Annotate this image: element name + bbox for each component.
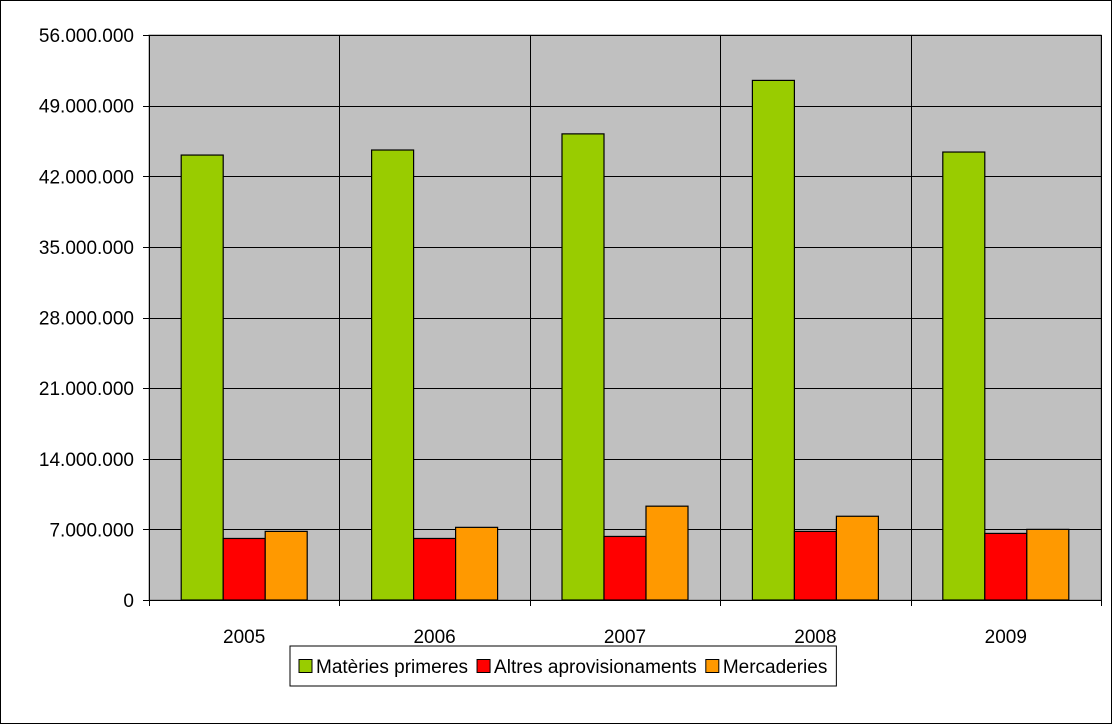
bar-altres-aprovisionaments-2008 xyxy=(793,530,838,601)
bar-altres-aprovisionaments-2006 xyxy=(413,537,457,601)
x-tick-labels: 2005 2006 2007 2008 2009 xyxy=(223,627,1027,648)
bar-altres-aprovisionaments-2005 xyxy=(222,537,266,601)
y-tick-label: 0 xyxy=(123,591,134,612)
legend: Matèries primeres Altres aprovisionaments… xyxy=(289,645,837,687)
bar-matèries-primeres-2008 xyxy=(751,79,796,601)
legend-label: Altres aprovisionaments xyxy=(494,657,697,678)
x-tick-label: 2008 xyxy=(794,627,836,648)
y-tick-label: 28.000.000 xyxy=(39,309,134,330)
legend-label: Mercaderies xyxy=(723,657,828,678)
legend-swatch xyxy=(298,659,313,673)
legend-swatch xyxy=(705,659,720,673)
bar-altres-aprovisionaments-2007 xyxy=(603,535,647,601)
y-tick-labels: 0 7.000.000 14.000.000 21.000.000 28.000.000… xyxy=(39,26,134,612)
y-tick-label: 56.000.000 xyxy=(39,26,134,47)
bar-mercaderies-2008 xyxy=(835,515,880,601)
x-tick-label: 2007 xyxy=(604,627,646,648)
bar-matèries-primeres-2006 xyxy=(371,149,415,601)
bar-matèries-primeres-2005 xyxy=(180,154,224,601)
y-tick-label: 14.000.000 xyxy=(39,450,134,471)
y-tick-label: 7.000.000 xyxy=(49,520,134,541)
x-tick-label: 2009 xyxy=(985,627,1027,648)
y-tick-label: 21.000.000 xyxy=(39,379,134,400)
bar-mercaderies-2006 xyxy=(455,526,499,601)
bar-mercaderies-2009 xyxy=(1026,528,1070,601)
legend-label: Matèries primeres xyxy=(316,657,468,678)
x-tick-label: 2005 xyxy=(223,627,265,648)
bar-mercaderies-2005 xyxy=(264,530,308,601)
axes xyxy=(143,35,1102,606)
legend-box xyxy=(289,645,837,687)
bar-matèries-primeres-2009 xyxy=(942,151,986,601)
y-tick-label: 49.000.000 xyxy=(39,97,134,118)
y-tick-label: 42.000.000 xyxy=(39,167,134,188)
bar-mercaderies-2007 xyxy=(645,505,689,601)
y-tick-label: 35.000.000 xyxy=(39,238,134,259)
bar-altres-aprovisionaments-2009 xyxy=(984,532,1028,601)
x-tick-label: 2006 xyxy=(413,627,455,648)
legend-swatch xyxy=(476,659,491,673)
bar-matèries-primeres-2007 xyxy=(561,133,605,601)
